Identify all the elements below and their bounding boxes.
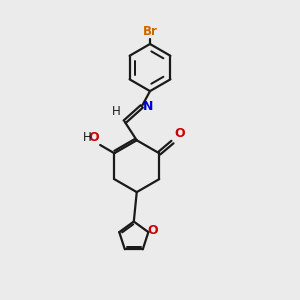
Text: Br: Br xyxy=(142,26,158,38)
Text: H: H xyxy=(112,105,120,118)
Text: H: H xyxy=(82,130,91,143)
Text: O: O xyxy=(88,130,99,143)
Text: N: N xyxy=(143,100,153,113)
Text: O: O xyxy=(147,224,158,237)
Text: O: O xyxy=(174,127,185,140)
